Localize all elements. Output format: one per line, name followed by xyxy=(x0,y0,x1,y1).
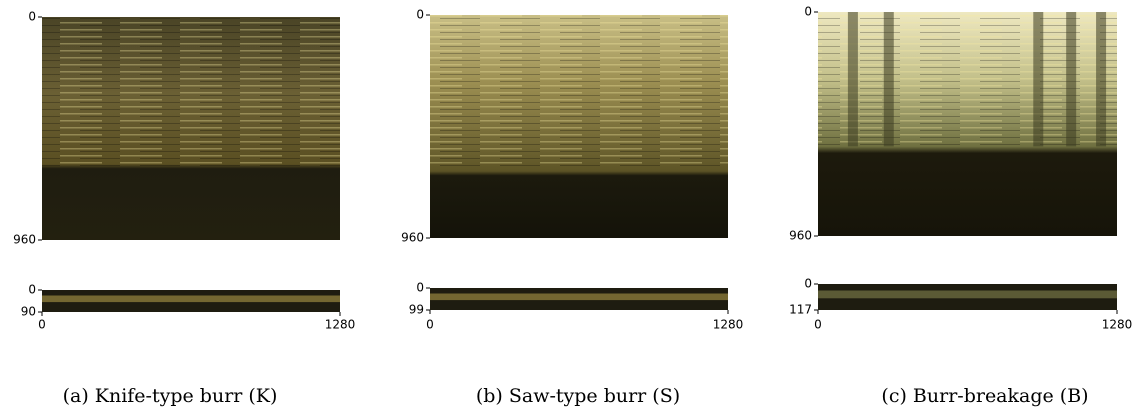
image-texture xyxy=(430,15,728,167)
y-tick-label: 0 xyxy=(28,283,36,297)
x-tick-label: 0 xyxy=(38,318,46,332)
y-tick-label: 960 xyxy=(13,233,36,247)
x-tick-label: 0 xyxy=(426,318,434,332)
x-tick-label: 1280 xyxy=(325,318,356,332)
x-tick-label: 0 xyxy=(814,318,822,332)
image-shadow xyxy=(1066,12,1077,147)
strip-band xyxy=(42,295,340,303)
image-shadow xyxy=(883,12,894,147)
y-tick-label: 960 xyxy=(789,229,812,243)
y-tick-label: 0 xyxy=(416,281,424,295)
y-tick-label: 960 xyxy=(401,231,424,245)
caption: (c) Burr-breakage (B) xyxy=(881,385,1088,407)
image-texture xyxy=(42,17,340,169)
y-tick-label: 117 xyxy=(789,303,812,317)
y-tick-label: 0 xyxy=(804,277,812,291)
image-shadow xyxy=(847,12,858,147)
x-tick-label: 1280 xyxy=(1102,318,1133,332)
y-tick-label: 90 xyxy=(21,305,36,319)
image-shadow xyxy=(1096,12,1107,147)
x-tick-label: 1280 xyxy=(713,318,744,332)
y-tick-label: 0 xyxy=(416,8,424,22)
caption: (a) Knife-type burr (K) xyxy=(63,385,278,407)
strip-band xyxy=(430,293,728,301)
y-tick-label: 0 xyxy=(28,10,36,24)
strip-band xyxy=(818,290,1117,299)
y-tick-label: 0 xyxy=(804,5,812,19)
y-tick-label: 99 xyxy=(409,303,424,317)
caption: (b) Saw-type burr (S) xyxy=(476,385,680,407)
image-shadow xyxy=(1033,12,1044,147)
